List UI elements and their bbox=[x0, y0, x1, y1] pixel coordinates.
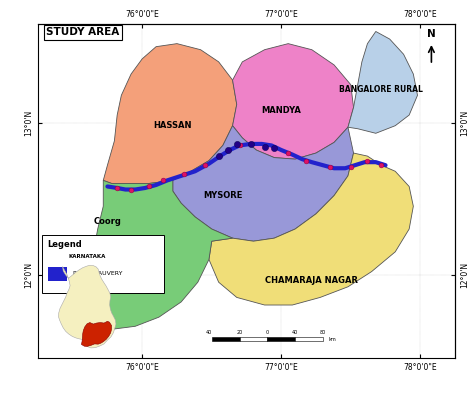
Bar bbox=[295, 337, 323, 341]
Text: STUDY AREA: STUDY AREA bbox=[46, 27, 119, 37]
Text: Legend: Legend bbox=[48, 240, 82, 249]
Text: Coorg: Coorg bbox=[93, 217, 121, 226]
Polygon shape bbox=[348, 31, 418, 133]
Bar bbox=[239, 337, 267, 341]
Polygon shape bbox=[173, 126, 354, 241]
Polygon shape bbox=[103, 44, 237, 183]
Bar bbox=[42, 235, 164, 293]
Text: MANDYA: MANDYA bbox=[261, 106, 301, 115]
Text: 80: 80 bbox=[320, 330, 326, 336]
Text: 40: 40 bbox=[206, 330, 212, 336]
Polygon shape bbox=[80, 180, 233, 329]
Text: 40: 40 bbox=[292, 330, 298, 336]
Polygon shape bbox=[233, 44, 354, 159]
Text: 0: 0 bbox=[266, 330, 269, 336]
Polygon shape bbox=[58, 265, 116, 348]
Polygon shape bbox=[82, 321, 111, 346]
Polygon shape bbox=[209, 153, 413, 305]
Text: CHAMARAJA NAGAR: CHAMARAJA NAGAR bbox=[265, 276, 358, 285]
Text: N: N bbox=[427, 29, 436, 39]
Text: RIVER CAUVERY: RIVER CAUVERY bbox=[73, 271, 122, 276]
Bar bbox=[48, 267, 67, 281]
Text: km: km bbox=[328, 337, 336, 342]
Bar bbox=[267, 337, 295, 341]
Bar bbox=[212, 337, 239, 341]
Text: HASSAN: HASSAN bbox=[154, 121, 192, 130]
Text: KARNATAKA: KARNATAKA bbox=[68, 254, 106, 259]
Text: 20: 20 bbox=[237, 330, 243, 336]
Text: BANGALORE RURAL: BANGALORE RURAL bbox=[339, 85, 423, 94]
Text: MYSORE: MYSORE bbox=[203, 191, 243, 200]
